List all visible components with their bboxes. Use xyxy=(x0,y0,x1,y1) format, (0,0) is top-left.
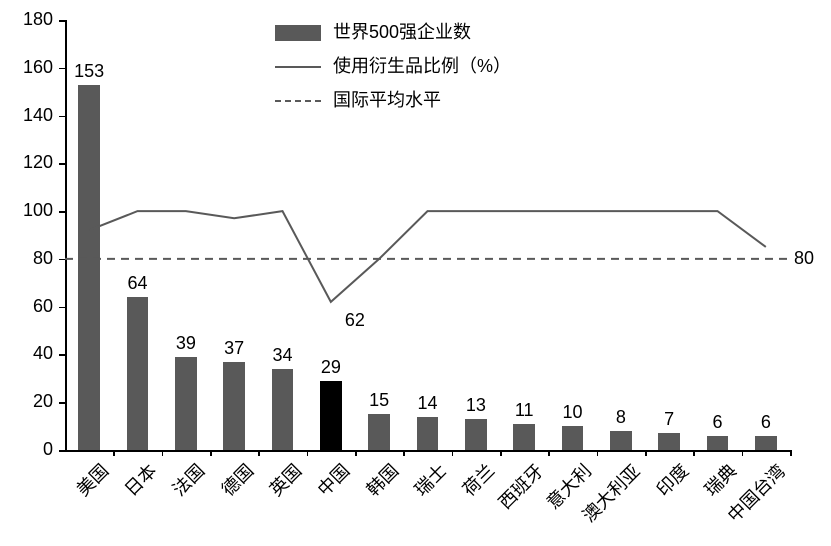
bar-value-label: 6 xyxy=(712,412,722,433)
x-tick-mark xyxy=(307,450,309,456)
y-tick-mark xyxy=(59,116,65,118)
bar xyxy=(465,419,487,450)
avg-line-label: 80 xyxy=(794,248,814,269)
bar-value-label: 10 xyxy=(562,402,582,423)
bar-value-label: 15 xyxy=(369,390,389,411)
bar xyxy=(417,417,439,450)
y-axis xyxy=(65,20,67,450)
x-tick-mark xyxy=(548,450,550,456)
x-tick-mark xyxy=(210,450,212,456)
x-tick-mark xyxy=(452,450,454,456)
legend-label: 世界500强企业数 xyxy=(333,22,471,42)
y-tick-mark xyxy=(59,68,65,70)
bar xyxy=(127,297,149,450)
x-tick-mark xyxy=(597,450,599,456)
bar-value-label: 7 xyxy=(664,409,674,430)
x-tick-mark xyxy=(790,450,792,456)
bar xyxy=(320,381,342,450)
bar-value-label: 11 xyxy=(515,400,534,421)
bar xyxy=(707,436,729,450)
bar-value-label: 8 xyxy=(616,407,626,428)
x-tick-mark xyxy=(113,450,115,456)
y-tick-label: 80 xyxy=(0,248,53,269)
y-tick-mark xyxy=(59,211,65,213)
legend-swatch-dash-icon xyxy=(275,100,321,102)
bar-value-label: 39 xyxy=(176,333,196,354)
bar xyxy=(175,357,197,450)
x-tick-label: 美国 xyxy=(70,458,114,502)
bar xyxy=(513,424,535,450)
x-tick-mark xyxy=(742,450,744,456)
y-tick-mark xyxy=(59,20,65,22)
y-tick-label: 0 xyxy=(0,439,53,460)
y-tick-label: 120 xyxy=(0,152,53,173)
x-tick-label: 英国 xyxy=(263,458,307,502)
y-tick-label: 20 xyxy=(0,391,53,412)
bar xyxy=(755,436,777,450)
legend-item: 使用衍生品比例（%） xyxy=(275,52,511,78)
x-tick-label: 德国 xyxy=(215,458,259,502)
x-tick-label: 西班牙 xyxy=(492,458,549,515)
x-tick-mark xyxy=(162,450,164,456)
x-tick-mark xyxy=(693,450,695,456)
bar-value-label: 14 xyxy=(417,393,437,414)
bar xyxy=(610,431,632,450)
x-tick-label: 瑞士 xyxy=(408,458,452,502)
bar xyxy=(272,369,294,450)
bar xyxy=(78,85,100,451)
y-tick-mark xyxy=(59,402,65,404)
x-tick-mark xyxy=(355,450,357,456)
line-annotation: 62 xyxy=(345,310,365,331)
legend-swatch-line-icon xyxy=(275,66,321,68)
bar-value-label: 6 xyxy=(761,412,771,433)
y-tick-mark xyxy=(59,450,65,452)
bar-value-label: 64 xyxy=(127,273,147,294)
y-tick-label: 140 xyxy=(0,105,53,126)
x-tick-label: 日本 xyxy=(118,458,162,502)
y-tick-label: 160 xyxy=(0,57,53,78)
overlay-lines xyxy=(0,0,831,546)
legend-swatch-bar-icon xyxy=(275,25,321,41)
bar-value-label: 13 xyxy=(466,395,486,416)
y-tick-mark xyxy=(59,307,65,309)
y-tick-label: 60 xyxy=(0,296,53,317)
line-series xyxy=(89,211,766,302)
legend-label: 使用衍生品比例（%） xyxy=(333,56,511,76)
x-tick-mark xyxy=(645,450,647,456)
y-tick-mark xyxy=(59,163,65,165)
bar xyxy=(562,426,584,450)
chart-root: 0 20 40 60 80 100 120 140 160 180 153 美国 64 日本 39 法国 37 德… xyxy=(0,0,831,546)
legend-item: 世界500强企业数 xyxy=(275,18,471,44)
y-tick-mark xyxy=(59,354,65,356)
bar xyxy=(368,414,390,450)
bar-value-label: 153 xyxy=(74,61,104,82)
y-tick-label: 40 xyxy=(0,343,53,364)
bar-value-label: 34 xyxy=(272,345,292,366)
x-axis xyxy=(65,450,790,452)
x-tick-label: 印度 xyxy=(650,458,694,502)
y-tick-label: 100 xyxy=(0,200,53,221)
bar xyxy=(223,362,245,450)
legend-item: 国际平均水平 xyxy=(275,86,441,112)
x-tick-mark xyxy=(403,450,405,456)
y-tick-label: 180 xyxy=(0,9,53,30)
y-tick-mark xyxy=(59,259,65,261)
legend-label: 国际平均水平 xyxy=(333,90,441,110)
x-tick-mark xyxy=(258,450,260,456)
bar xyxy=(658,433,680,450)
bar-value-label: 29 xyxy=(321,357,341,378)
x-tick-label: 法国 xyxy=(166,458,210,502)
x-tick-label: 中国 xyxy=(311,458,355,502)
x-tick-label: 韩国 xyxy=(360,458,404,502)
x-tick-mark xyxy=(500,450,502,456)
bar-value-label: 37 xyxy=(224,338,244,359)
